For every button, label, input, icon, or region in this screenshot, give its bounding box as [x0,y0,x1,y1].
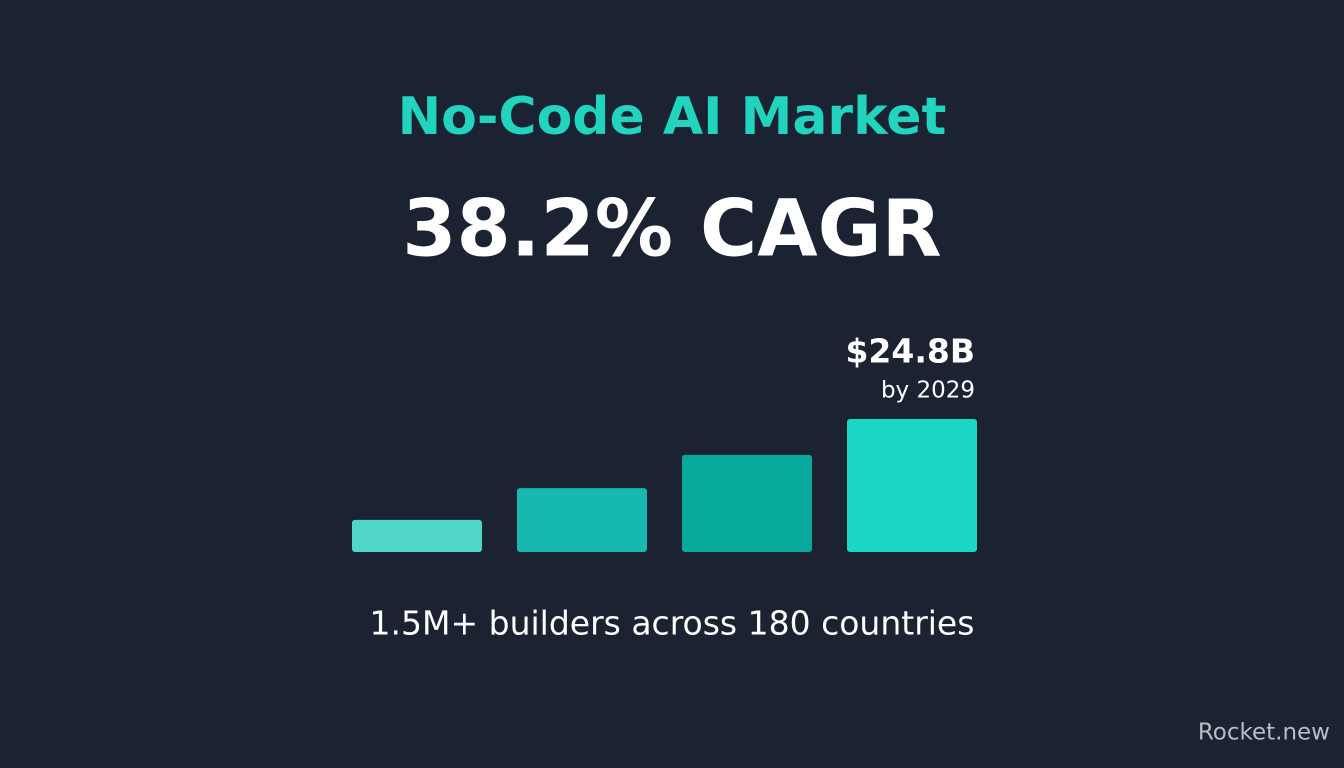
bar [517,488,647,552]
bar [682,454,812,552]
watermark: Rocket.new [1198,720,1330,746]
annotation: by 2029 [881,378,975,404]
bar [847,419,977,552]
headline: 38.2% CAGR [402,184,941,274]
bar [352,519,482,552]
footer-text: 1.5M+ builders across 180 countries [370,604,975,643]
chart: $24.8B by 2029 [352,332,977,552]
title: No-Code AI Market [398,87,947,147]
value-label: $24.8B [845,332,975,371]
